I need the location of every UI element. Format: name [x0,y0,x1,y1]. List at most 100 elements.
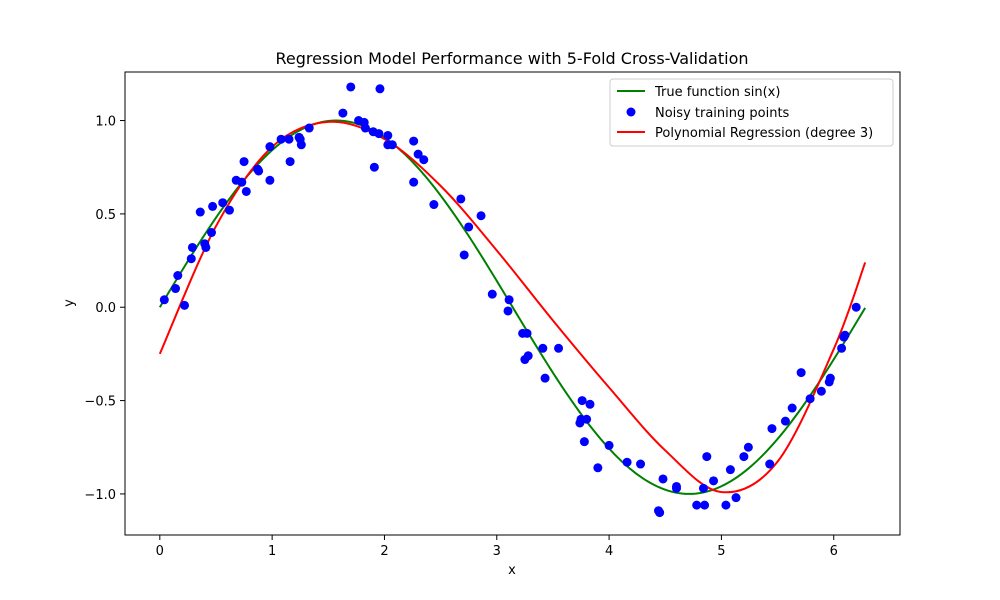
scatter-point [709,476,719,486]
scatter-point [780,416,790,426]
scatter-point [456,194,466,204]
legend-polynomial-label: Polynomial Regression (degree 3) [655,126,873,141]
scatter-point [593,463,603,473]
curves-layer [158,119,867,495]
x-axis-label: x [508,563,516,578]
scatter-point [285,157,295,167]
y-tick-label: −1.0 [84,488,116,503]
scatter-point [767,424,777,434]
scatter-point [159,295,169,305]
legend: True function sin(x) Noisy training poin… [609,78,894,147]
scatter-point [241,186,251,196]
y-tick-label: 0.5 [95,208,116,223]
scatter-point [692,500,702,510]
scatter-point [224,205,234,215]
scatter-point [239,157,249,167]
points-layer [159,82,861,518]
scatter-point [582,414,592,424]
scatter-point [284,134,294,144]
scatter-point [523,351,533,361]
scatter-point [413,149,423,159]
scatter-point [237,177,247,187]
x-tick-label: 5 [717,544,725,559]
scatter-point [383,130,393,140]
scatter-point [540,373,550,383]
scatter-point [208,201,218,211]
x-axis: 0 1 2 3 4 5 6 [156,535,838,559]
x-tick-label: 4 [605,544,613,559]
scatter-point [346,82,356,92]
legend-true-function-label: True function sin(x) [654,85,780,100]
scatter-point [195,207,205,217]
scatter-point [201,242,211,252]
scatter-point [409,136,419,146]
scatter-point [419,155,429,165]
y-axis: −1.0 −0.5 0.0 0.5 1.0 [84,115,125,503]
scatter-point [725,465,735,475]
x-tick-label: 2 [380,544,388,559]
scatter-point [840,330,850,340]
legend-frame [609,78,894,147]
scatter-point [265,175,275,185]
chart-title: Regression Model Performance with 5-Fold… [276,49,749,68]
scatter-point [604,440,614,450]
x-tick-label: 0 [156,544,164,559]
scatter-point [338,108,348,118]
scatter-point [206,228,216,238]
scatter-point [173,271,183,280]
scatter-point [796,368,806,378]
scatter-point [825,373,835,383]
scatter-point [658,474,668,484]
scatter-point [743,442,753,452]
scatter-point [254,166,264,176]
scatter-point [374,129,384,139]
scatter-point [739,452,749,462]
scatter-point [700,500,710,510]
scatter-point [731,493,741,503]
scatter-point [276,134,286,144]
scatter-point [429,200,439,210]
scatter-point [721,500,731,510]
series-line-true-function [158,119,867,495]
scatter-point [579,437,589,447]
scatter-point [387,140,397,150]
plot-frame [124,71,901,536]
scatter-point [577,396,587,406]
scatter-point [375,84,385,94]
scatter-point [459,250,469,260]
scatter-point [360,123,370,133]
y-tick-label: −0.5 [84,395,116,410]
x-tick-label: 3 [493,544,501,559]
scatter-point [538,343,548,353]
legend-noisy-points-swatch [626,107,636,117]
scatter-point [409,177,419,187]
x-tick-label: 1 [268,544,276,559]
scatter-point [765,459,775,469]
scatter-point [851,302,861,312]
x-tick-label: 6 [830,544,838,559]
scatter-point [487,289,497,299]
scatter-point [816,386,826,396]
scatter-point [622,457,632,467]
scatter-point [296,140,306,150]
scatter-point [522,328,532,338]
scatter-point [655,508,665,518]
scatter-point [698,483,708,493]
scatter-point [585,399,595,409]
scatter-point [837,343,847,353]
scatter-point [464,222,474,232]
scatter-point [805,394,815,404]
scatter-point [476,211,486,221]
scatter-point [369,162,379,172]
scatter-point [702,452,712,462]
scatter-point [503,306,513,316]
scatter-point [304,123,314,133]
y-tick-label: 0.0 [95,301,116,316]
scatter-point [218,198,228,208]
scatter-point [636,459,646,469]
scatter-point [671,483,681,493]
scatter-point [265,142,275,152]
legend-noisy-points-label: Noisy training points [655,106,790,121]
